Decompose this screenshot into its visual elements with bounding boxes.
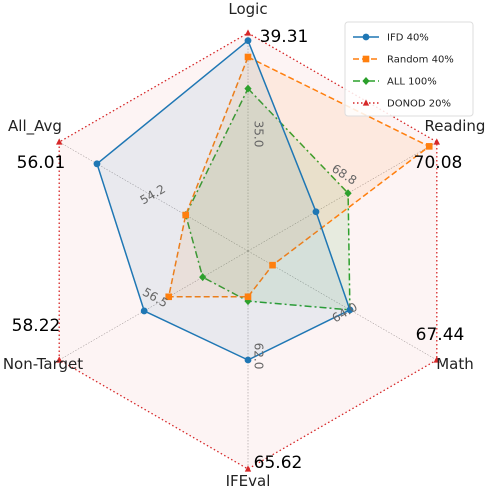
legend-marker-random-40 <box>362 55 370 63</box>
point-all-100-non-target <box>199 273 207 282</box>
legend-label-ifd-40: IFD 40% <box>387 33 429 44</box>
point-ifd-40-logic <box>244 37 252 45</box>
point-random-40-reading <box>425 143 433 150</box>
spoke-all-avg <box>59 141 249 252</box>
legend-label-donod-20: DONOD 20% <box>387 99 451 110</box>
point-donod-20-math <box>433 356 440 363</box>
point-donod-20-non-target <box>56 356 63 363</box>
axis-label-reading: Reading <box>425 117 486 135</box>
point-ifd-40-ifeval <box>244 356 252 364</box>
axis-max-ifeval: 65.62 <box>254 453 303 473</box>
axis-label-logic: Logic <box>228 0 267 18</box>
point-random-40-all-avg <box>182 211 189 219</box>
point-random-40-ifeval <box>244 293 252 301</box>
legend-label-all-100: ALL 100% <box>387 77 437 88</box>
point-ifd-40-reading <box>312 208 320 216</box>
point-all-100-reading <box>344 189 352 198</box>
point-donod-20-ifeval <box>244 465 252 472</box>
point-random-40-logic <box>244 53 252 61</box>
radar-series-polygons <box>58 32 438 470</box>
point-ifd-40-math <box>346 306 354 314</box>
spoke-reading <box>247 141 437 252</box>
axis-max-reading: 70.08 <box>414 153 463 173</box>
axis-max-math: 67.44 <box>416 325 465 345</box>
point-random-40-math <box>269 261 276 269</box>
legend-label-random-40: Random 40% <box>387 55 454 66</box>
axis-label-non-target: Non-Target <box>3 355 83 373</box>
axis-label-math: Math <box>436 355 474 373</box>
point-donod-20-logic <box>244 29 252 36</box>
point-random-40-non-target <box>165 293 173 301</box>
axis-max-logic: 39.31 <box>260 27 309 47</box>
axis-label-all-avg: All_Avg <box>8 117 62 136</box>
ring-label-logic: 35.0 <box>252 121 266 148</box>
axis-max-all-avg: 56.01 <box>17 153 66 173</box>
legend-marker-all-100 <box>362 77 370 85</box>
spoke-non-target <box>59 250 249 361</box>
point-all-100-logic <box>244 84 252 93</box>
point-ifd-40-all-avg <box>93 160 101 168</box>
radar-series-markers <box>56 29 440 472</box>
legend: IFD 40% Random 40% ALL 100% DONOD 20% <box>344 21 474 117</box>
legend-box <box>344 21 474 117</box>
series-line-donod-20 <box>58 32 438 470</box>
point-ifd-40-non-target <box>140 307 148 315</box>
point-donod-20-reading <box>433 138 440 145</box>
ring-label-ifeval: 62.0 <box>252 343 266 370</box>
axis-max-non-target: 58.22 <box>12 316 61 336</box>
axis-label-ifeval: IFEval <box>226 472 271 488</box>
legend-marker-donod-20 <box>362 99 370 106</box>
legend-marker-ifd-40 <box>362 33 370 41</box>
spoke-math <box>247 250 437 361</box>
point-donod-20-all-avg <box>56 138 63 145</box>
